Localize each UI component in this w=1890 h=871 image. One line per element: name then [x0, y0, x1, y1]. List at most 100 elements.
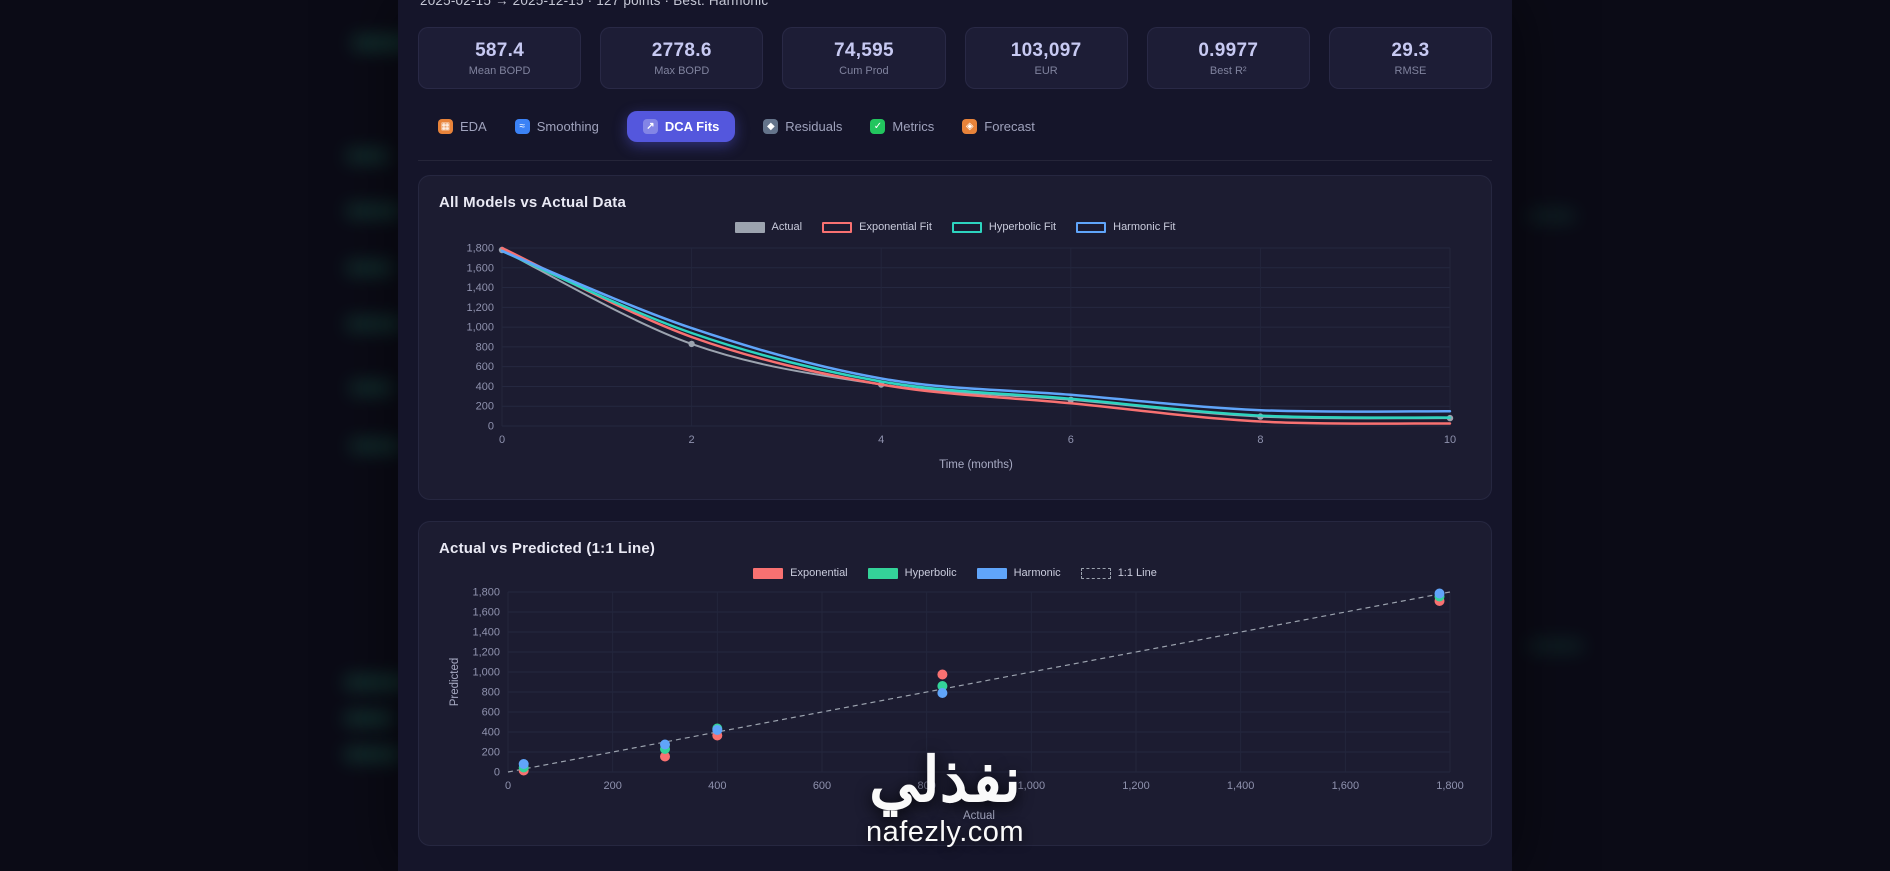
background-blur-artifact: [344, 748, 402, 761]
legend-label: Hyperbolic Fit: [988, 221, 1057, 233]
line-chart[interactable]: 0 200 400 600 800 1,000 1,200 1,400 1,600 1,800 0 2…: [435, 238, 1475, 476]
stats-row: 587.4 Mean BOPD 2778.6 Max BOPD 74,595 C…: [418, 27, 1493, 89]
legend-item[interactable]: Actual: [734, 221, 802, 233]
stat-card-max-bopd: 2778.6 Max BOPD: [600, 27, 764, 89]
forecast-icon: ◈: [962, 119, 978, 134]
legend-swatch: [822, 221, 853, 233]
scatter-chart[interactable]: 0 200 400 600 800 1,000 1,200 1,400 1,600 1,800 0 2…: [435, 584, 1475, 828]
svg-text:10: 10: [1444, 434, 1456, 446]
stat-value: 0.9977: [1198, 39, 1259, 61]
legend-item[interactable]: Exponential: [753, 567, 848, 579]
svg-text:1,000: 1,000: [466, 322, 494, 334]
scatter-chart-canvas[interactable]: 0 200 400 600 800 1,000 1,200 1,400 1,600 1,800 0 2…: [435, 584, 1475, 828]
legend-swatch: [951, 221, 982, 233]
stat-value: 74,595: [833, 39, 894, 61]
stat-card-mean-bopd: 587.4 Mean BOPD: [418, 27, 582, 89]
legend-swatch: [976, 567, 1007, 579]
tab-label: DCA Fits: [664, 119, 720, 134]
svg-text:4: 4: [878, 434, 884, 446]
stat-value: 103,097: [1010, 39, 1082, 61]
tab-residuals[interactable]: ◆ Residuals: [763, 111, 842, 142]
svg-text:1,600: 1,600: [1332, 780, 1360, 792]
wave-icon: ≈: [514, 119, 530, 134]
stat-card-rmse: 29.3 RMSE: [1328, 27, 1493, 89]
legend-label: Exponential: [790, 567, 848, 579]
stat-label: Best R²: [1209, 64, 1247, 77]
svg-text:400: 400: [708, 780, 726, 792]
tab-label: Forecast: [984, 119, 1035, 134]
stat-label: EUR: [1034, 64, 1058, 77]
panel-title: All Models vs Actual Data: [439, 194, 626, 211]
legend-label: 1:1 Line: [1117, 567, 1157, 579]
tab-forecast[interactable]: ◈ Forecast: [962, 111, 1035, 142]
svg-text:200: 200: [482, 747, 500, 759]
chart-legend: Exponential Hyperbolic Harmonic 1:1 Line: [435, 566, 1475, 580]
check-icon: ✓: [870, 119, 886, 134]
residuals-icon: ◆: [763, 119, 779, 134]
trend-icon: ↗: [642, 119, 658, 134]
legend-swatch: [734, 221, 765, 233]
svg-text:800: 800: [476, 341, 494, 353]
legend-swatch: [867, 567, 898, 579]
background-blur-artifact: [350, 382, 394, 394]
svg-text:800: 800: [482, 687, 500, 699]
svg-text:0: 0: [505, 780, 511, 792]
legend-label: Harmonic: [1013, 567, 1061, 579]
background-blur-artifact: [350, 440, 402, 452]
legend-item[interactable]: 1:1 Line: [1080, 567, 1157, 579]
svg-text:1,800: 1,800: [466, 243, 494, 255]
svg-text:1,000: 1,000: [472, 667, 500, 679]
tab-metrics[interactable]: ✓ Metrics: [870, 111, 934, 142]
stat-label: Cum Prod: [839, 64, 889, 77]
svg-text:200: 200: [476, 401, 494, 413]
svg-text:2: 2: [689, 434, 695, 446]
svg-text:1,200: 1,200: [466, 302, 494, 314]
background-blur-artifact: [346, 150, 390, 162]
stat-value: 2778.6: [651, 39, 712, 61]
svg-text:400: 400: [476, 381, 494, 393]
background-blur-artifact: [346, 262, 394, 274]
background-blur-artifact: [346, 318, 404, 330]
legend-item[interactable]: Hyperbolic Fit: [951, 221, 1057, 233]
svg-text:1,400: 1,400: [1227, 780, 1255, 792]
svg-text:0: 0: [488, 421, 494, 433]
svg-text:Actual: Actual: [963, 810, 995, 822]
stat-card-eur: 103,097 EUR: [964, 27, 1128, 89]
svg-text:600: 600: [813, 780, 831, 792]
background-blur-artifact: [1528, 640, 1584, 652]
date-range-summary: 2025-02-15 → 2025-12-15 · 127 points · B…: [420, 0, 769, 8]
stat-value: 587.4: [475, 39, 525, 61]
panel-title: Actual vs Predicted (1:1 Line): [439, 540, 656, 557]
svg-text:1,600: 1,600: [466, 262, 494, 274]
stat-label: Max BOPD: [654, 64, 710, 77]
svg-text:1,600: 1,600: [472, 607, 500, 619]
dashboard-page: 2025-02-15 → 2025-12-15 · 127 points · B…: [398, 0, 1512, 871]
svg-text:800: 800: [917, 780, 935, 792]
chart-legend: Actual Exponential Fit Hyperbolic Fit Harmo…: [435, 220, 1475, 234]
line-chart-canvas[interactable]: 0 200 400 600 800 1,000 1,200 1,400 1,600 1,800 0 2…: [435, 238, 1475, 476]
tab-smoothing[interactable]: ≈ Smoothing: [514, 111, 599, 142]
tab-divider: [418, 160, 1492, 161]
svg-text:1,400: 1,400: [466, 282, 494, 294]
svg-text:0: 0: [494, 767, 500, 779]
svg-text:200: 200: [603, 780, 621, 792]
background-blur-artifact: [346, 205, 402, 217]
svg-text:Time (months): Time (months): [939, 459, 1013, 471]
tab-dca-fits[interactable]: ↗ DCA Fits: [626, 111, 736, 142]
legend-swatch: [753, 567, 784, 579]
svg-text:400: 400: [482, 727, 500, 739]
tab-eda[interactable]: ▦ EDA: [438, 111, 487, 142]
legend-item[interactable]: Harmonic Fit: [1076, 221, 1175, 233]
legend-swatch: [1080, 567, 1111, 579]
tab-bar: ▦ EDA ≈ Smoothing ↗ DCA Fits ◆ Residuals…: [438, 111, 1035, 142]
legend-item[interactable]: Hyperbolic: [867, 567, 957, 579]
svg-text:1,200: 1,200: [1122, 780, 1150, 792]
stat-value: 29.3: [1391, 39, 1430, 61]
legend-item[interactable]: Exponential Fit: [822, 221, 932, 233]
panel-actual-vs-predicted: Actual vs Predicted (1:1 Line) Exponenti…: [418, 521, 1492, 846]
legend-label: Exponential Fit: [859, 221, 932, 233]
svg-text:1,000: 1,000: [1018, 780, 1046, 792]
svg-text:1,800: 1,800: [1436, 780, 1464, 792]
legend-item[interactable]: Harmonic: [976, 567, 1061, 579]
